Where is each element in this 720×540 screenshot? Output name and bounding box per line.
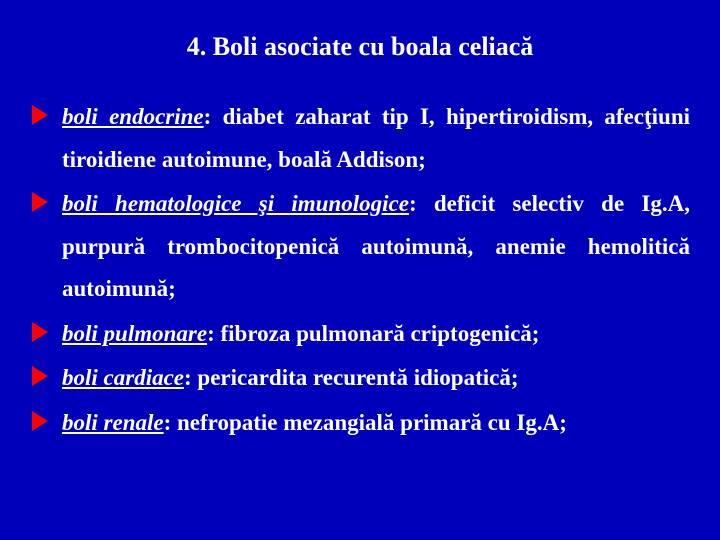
item-category: boli renale	[62, 410, 164, 435]
slide: 4. Boli asociate cu boala celiacă boli e…	[0, 0, 720, 540]
arrow-icon	[32, 192, 48, 212]
item-category: boli hematologice şi imunologice	[62, 191, 409, 216]
item-category: boli endocrine	[62, 104, 204, 129]
item-desc: : fibroza pulmonară criptogenică;	[207, 321, 539, 346]
list-item: boli endocrine: diabet zaharat tip I, hi…	[30, 96, 690, 181]
item-category: boli cardiace	[62, 365, 184, 390]
arrow-icon	[32, 105, 48, 125]
item-desc: : pericardita recurentă idiopatică;	[184, 365, 519, 390]
arrow-icon	[32, 322, 48, 342]
list-item: boli renale: nefropatie mezangială prima…	[30, 402, 690, 445]
bullet-list: boli endocrine: diabet zaharat tip I, hi…	[30, 96, 690, 444]
item-desc: : nefropatie mezangială primară cu Ig.A;	[164, 410, 567, 435]
item-category: boli pulmonare	[62, 321, 207, 346]
list-item: boli pulmonare: fibroza pulmonară cripto…	[30, 313, 690, 356]
list-item: boli hematologice şi imunologice: defici…	[30, 183, 690, 311]
arrow-icon	[32, 366, 48, 386]
list-item: boli cardiace: pericardita recurentă idi…	[30, 357, 690, 400]
slide-title: 4. Boli asociate cu boala celiacă	[30, 32, 690, 62]
arrow-icon	[32, 411, 48, 431]
